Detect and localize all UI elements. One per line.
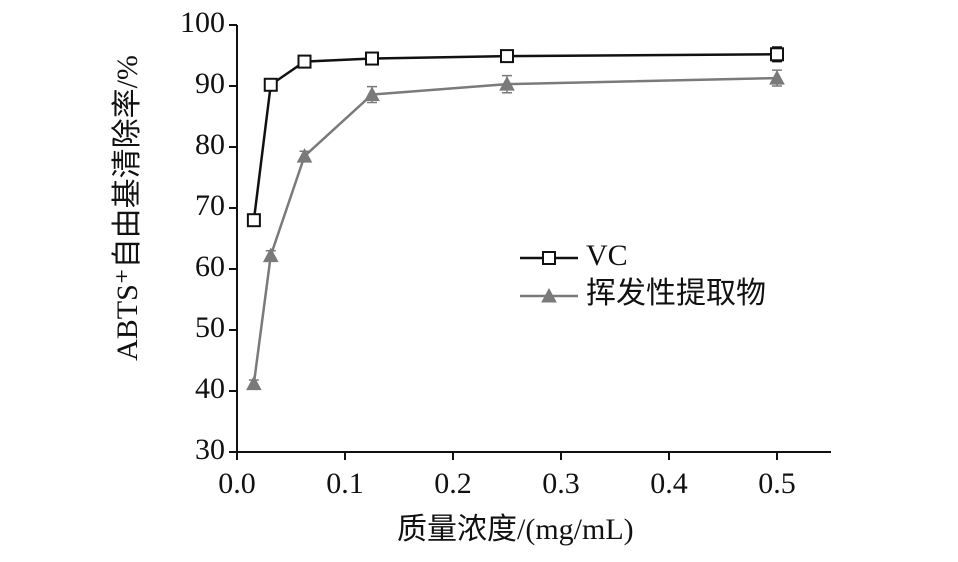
- x-tick-label: 0.5: [758, 467, 796, 500]
- legend-marker: [541, 287, 557, 303]
- data-point: [364, 86, 380, 102]
- y-tick-label: 60: [195, 250, 225, 283]
- data-point: [500, 49, 514, 64]
- data-point: [246, 213, 261, 228]
- data-point: [246, 375, 262, 391]
- data-point: [263, 77, 278, 92]
- data-point: [365, 51, 379, 66]
- legend-marker: [542, 251, 556, 265]
- x-tick-label: 0.4: [650, 467, 688, 500]
- x-axis-label: 质量浓度/(mg/mL): [397, 513, 634, 546]
- y-tick-label: 40: [195, 372, 225, 405]
- x-tick-label: 0.1: [326, 467, 364, 500]
- series-line: [252, 53, 778, 221]
- data-point: [297, 54, 312, 69]
- y-tick-label: 80: [195, 128, 225, 161]
- data-point: [262, 247, 279, 263]
- data-point: [499, 76, 515, 91]
- data-point: [769, 70, 785, 85]
- x-tick-label: 0.2: [434, 467, 472, 500]
- x-tick-label: 0.0: [218, 467, 256, 500]
- legend-label: 挥发性提取物: [586, 277, 766, 310]
- y-tick-label: 30: [195, 433, 225, 466]
- y-tick-label: 70: [195, 189, 225, 222]
- data-point: [296, 148, 313, 163]
- y-tick-label: 90: [195, 67, 225, 100]
- legend-label: VC: [586, 239, 628, 272]
- y-axis-label: ABTS⁺自由基清除率/%: [111, 55, 144, 361]
- y-tick-label: 100: [180, 6, 225, 39]
- data-point: [770, 47, 784, 62]
- y-tick-label: 50: [195, 311, 225, 344]
- x-tick-label: 0.3: [542, 467, 580, 500]
- series-line: [252, 76, 778, 384]
